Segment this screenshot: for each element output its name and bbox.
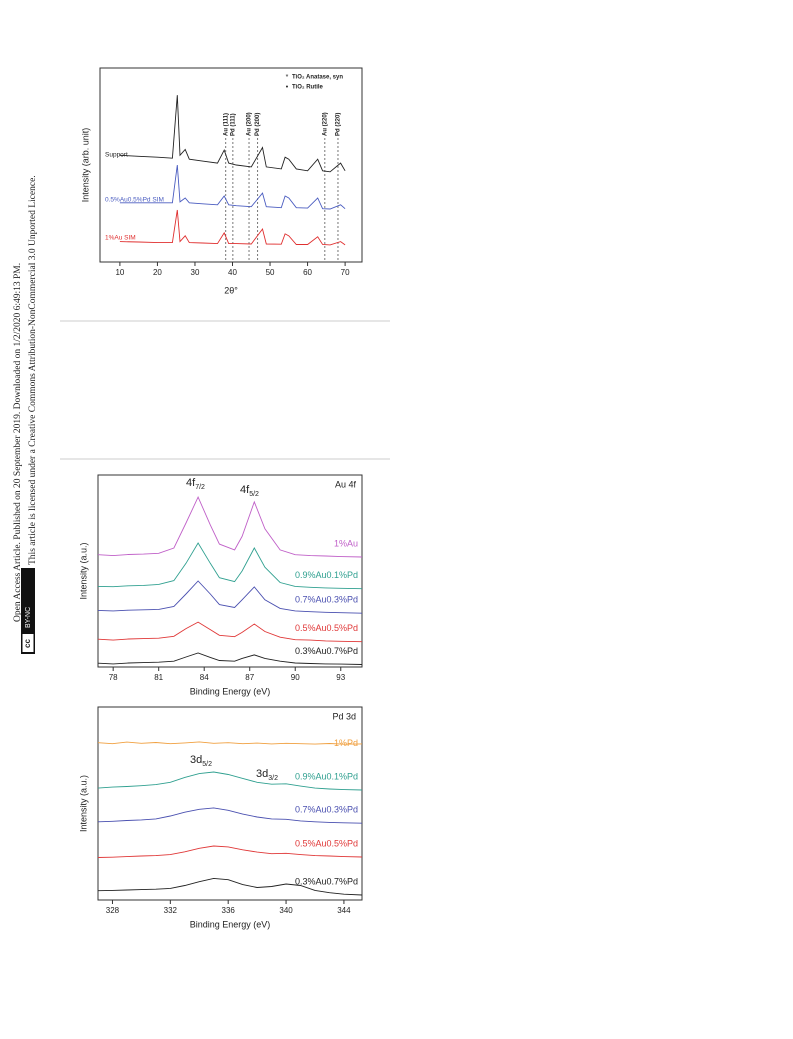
reference-label: Pd (220) (336, 113, 342, 136)
x-tick-label: 328 (106, 906, 120, 915)
x-tick-label: 10 (115, 268, 124, 277)
series-label: 0.3%Au0.7%Pd (295, 876, 358, 886)
series-label: 0.5%Au0.5%Pd (295, 623, 358, 633)
series-label: 1%Au SIM (105, 235, 136, 242)
legend-label: TiO₂ Anatase, syn (292, 75, 343, 81)
badge-cc: cc (23, 639, 32, 648)
plot-frame (99, 67, 363, 263)
panel-label: Pd 3d (332, 711, 356, 721)
side-text: This article is licensed under a Creativ… (28, 175, 38, 565)
x-tick-label: 20 (153, 268, 162, 277)
peak-annotation-sub: 5/2 (249, 491, 259, 498)
peak-annotation: 3d3/2 (256, 768, 278, 782)
x-axis-label: Binding Energy (eV) (190, 686, 271, 696)
peak-annotation-text: 3d (256, 768, 268, 780)
x-axis-label: Binding Energy (eV) (190, 919, 271, 929)
x-tick-label: 336 (222, 906, 236, 915)
reference-label: Pd (111) (230, 113, 236, 136)
series-line (97, 621, 363, 643)
x-tick-label: 50 (266, 268, 275, 277)
reference-label: Au (111) (223, 113, 229, 136)
series-label: Support (105, 152, 128, 159)
series-line (97, 807, 363, 824)
peak-annotation-sub: 3/2 (268, 775, 278, 782)
x-tick-label: 344 (337, 906, 351, 915)
series-line (97, 580, 363, 614)
license-badge-part (22, 634, 34, 652)
series-line (119, 95, 346, 173)
series-line (119, 209, 346, 246)
legend-label: TiO₂ Rutile (292, 85, 324, 91)
peak-annotation: 3d5/2 (190, 754, 212, 768)
series-line (97, 542, 363, 590)
x-tick-label: 93 (336, 673, 345, 682)
series-label: 1%Pd (334, 738, 358, 748)
peak-annotation-text: 3d (190, 754, 202, 766)
x-tick-label: 84 (200, 673, 209, 682)
x-tick-label: 60 (303, 268, 312, 277)
license-badge (21, 568, 35, 654)
series-line (97, 652, 363, 665)
y-axis-label: Intensity (arb. unit) (80, 128, 90, 203)
side-text: Open Access Article. Published on 20 Sep… (13, 263, 23, 622)
peak-annotation-text: 4f (186, 477, 196, 489)
series-line (97, 496, 363, 558)
x-tick-label: 40 (228, 268, 237, 277)
x-tick-label: 340 (279, 906, 293, 915)
x-tick-label: 78 (109, 673, 118, 682)
peak-annotation: 4f7/2 (186, 477, 205, 491)
legend-symbol: • (286, 84, 289, 91)
x-tick-label: 332 (164, 906, 178, 915)
x-tick-label: 30 (191, 268, 200, 277)
series-line (119, 164, 346, 210)
series-line (97, 877, 363, 896)
reference-label: Au (220) (322, 112, 328, 136)
x-axis-label: 2θ° (224, 285, 238, 295)
x-tick-label: 81 (154, 673, 163, 682)
plot-frame (97, 706, 363, 901)
x-tick-label: 70 (341, 268, 350, 277)
reference-label: Au (200) (247, 112, 253, 136)
series-label: 0.5%Au0.5%Pd SIM (105, 197, 164, 204)
y-axis-label: Intensity (a.u.) (78, 775, 88, 832)
peak-annotation-sub: 7/2 (195, 484, 205, 491)
series-label: 0.9%Au0.1%Pd (295, 570, 358, 580)
series-label: 0.7%Au0.3%Pd (295, 805, 358, 815)
y-axis-label: Intensity (a.u.) (78, 542, 88, 599)
peak-annotation-sub: 5/2 (202, 761, 212, 768)
badge-text: BY-NC (25, 607, 32, 628)
series-label: 0.3%Au0.7%Pd (295, 646, 358, 656)
panel-label: Au 4f (335, 479, 357, 489)
plot-frame (97, 474, 363, 668)
reference-label: Pd (200) (255, 113, 261, 136)
series-label: 1%Au (334, 538, 358, 548)
legend-symbol: * (286, 74, 289, 81)
peak-annotation: 4f5/2 (240, 484, 259, 498)
peak-annotation-text: 4f (240, 484, 250, 496)
series-line (97, 771, 363, 791)
series-label: 0.5%Au0.5%Pd (295, 838, 358, 848)
series-label: 0.7%Au0.3%Pd (295, 595, 358, 605)
series-line (97, 845, 363, 858)
series-label: 0.9%Au0.1%Pd (295, 771, 358, 781)
x-tick-label: 87 (245, 673, 254, 682)
x-tick-label: 90 (291, 673, 300, 682)
series-line (97, 741, 363, 745)
